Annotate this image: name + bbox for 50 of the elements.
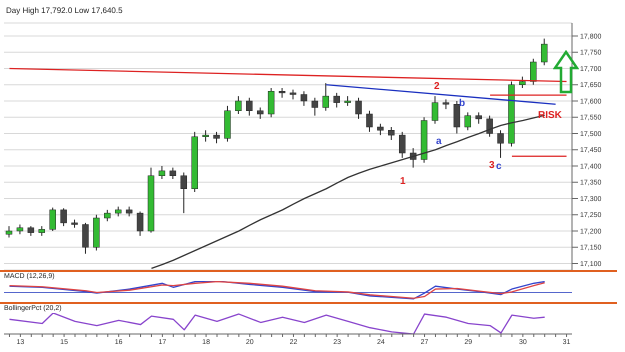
candlestick (530, 58, 537, 86)
annotation: 1 (400, 176, 406, 188)
candlestick (322, 82, 330, 112)
candlestick (235, 96, 242, 114)
candlestick (377, 123, 384, 136)
candlestick (114, 206, 122, 217)
candlestick (38, 226, 46, 236)
annotation: 3 (489, 160, 495, 172)
candlestick (333, 92, 340, 108)
candlestick (126, 206, 132, 217)
candlestick (464, 112, 472, 131)
candlestick (366, 110, 373, 132)
candlestick (344, 96, 351, 106)
candlestick (540, 38, 548, 66)
annotation: a (436, 136, 442, 148)
annotation: RISK (538, 110, 562, 122)
annotation: c (496, 160, 502, 173)
candlestick (213, 131, 220, 144)
candlestick (60, 208, 67, 227)
candlestick (300, 90, 308, 106)
candlestick (312, 97, 318, 116)
candlestick (104, 209, 111, 222)
candlestick (180, 172, 188, 214)
candlestick (246, 97, 253, 116)
candlestick (82, 222, 89, 254)
candlestick (432, 96, 438, 124)
candlestick (355, 97, 362, 120)
candlestick (49, 207, 56, 232)
candlestick (454, 100, 460, 134)
annotation: 2 (434, 81, 440, 93)
candlestick (16, 224, 24, 235)
candlestick (398, 131, 406, 158)
candlestick (475, 112, 482, 124)
candlestick (256, 107, 264, 120)
candlestick (486, 115, 493, 138)
candlestick (136, 211, 144, 236)
candlestick (170, 167, 176, 180)
candlestick (158, 166, 166, 180)
candlestick (202, 130, 209, 142)
candlestick (442, 98, 450, 110)
candlestick (278, 88, 286, 98)
chart-subtitle: Day High 17,792.0 Low 17,640.5 (6, 6, 123, 15)
annotation: b (459, 98, 466, 110)
candlestick (497, 130, 504, 158)
candlestick (290, 89, 296, 100)
candlestick (388, 126, 395, 140)
candlestick (6, 226, 12, 238)
candlestick (268, 88, 274, 118)
candlestick (28, 226, 34, 236)
candlestick (519, 76, 526, 88)
